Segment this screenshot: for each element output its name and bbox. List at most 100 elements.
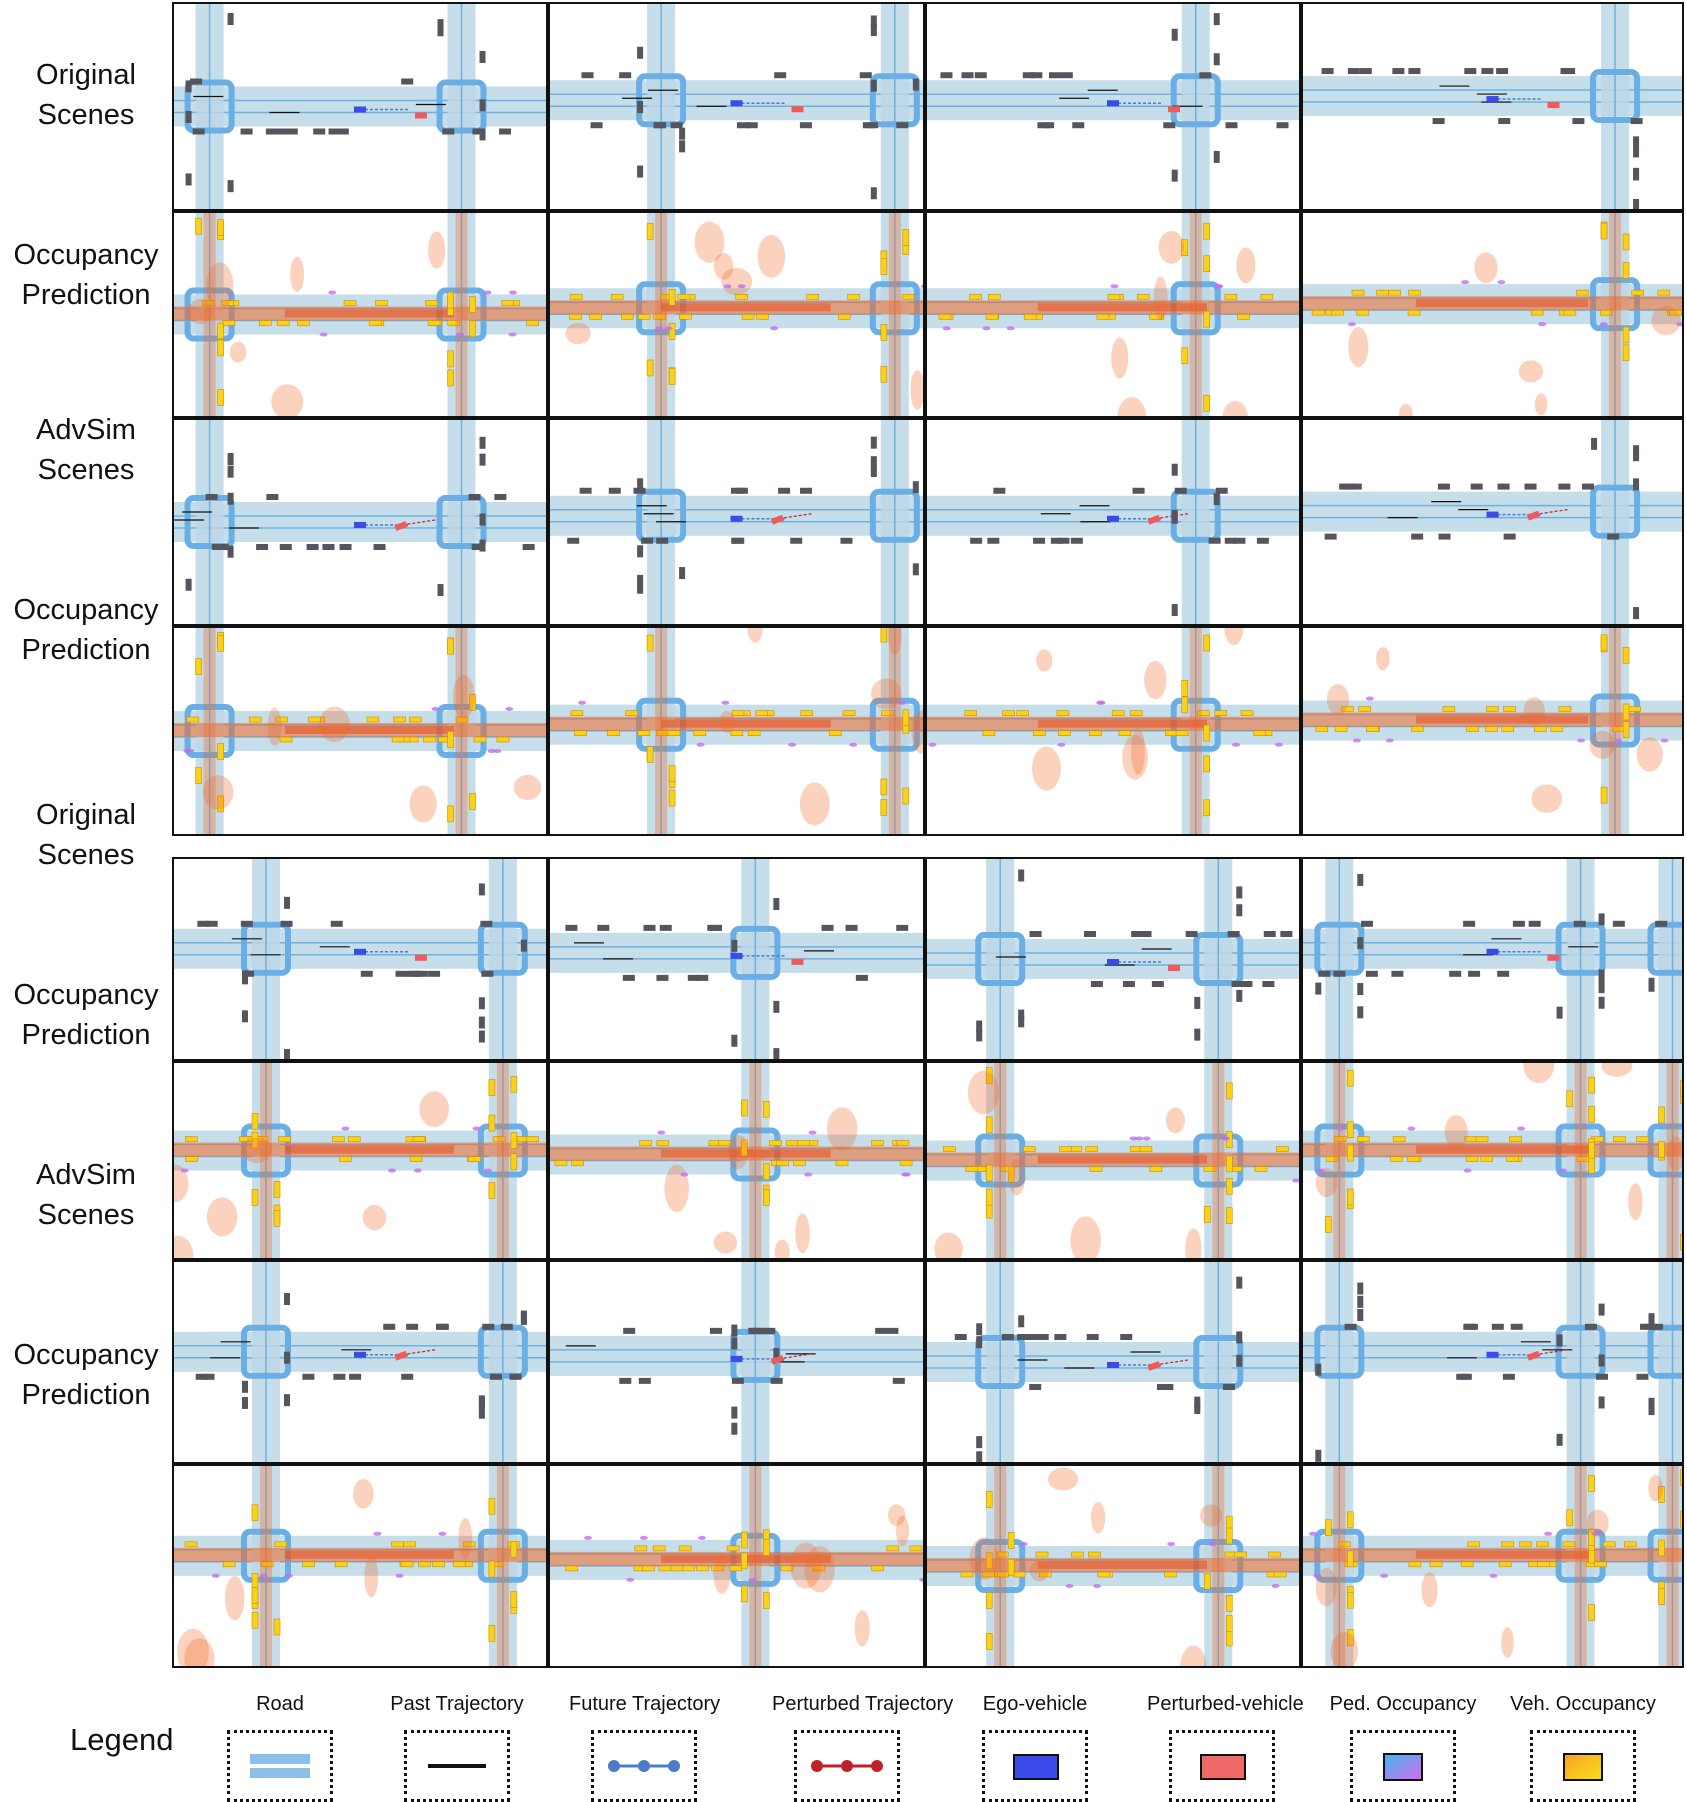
scene-panel [925,2,1301,211]
scene-panel [1301,857,1684,1061]
scene-panel [548,418,925,626]
scene-grid-bottom [172,855,1684,1670]
legend-item-perturbed-trajectory: Perturbed Trajectory [772,1692,954,1802]
scene-panel [172,857,548,1061]
row-label-line: Scenes [37,99,135,131]
row-label-line: Occupancy [13,979,159,1011]
row-label-line: Scenes [37,1199,135,1231]
row-label-line: Original [36,59,136,91]
occupancy-panel [548,1464,925,1668]
future-trajectory-icon [591,1730,697,1802]
scene-panel [1301,1260,1684,1464]
scene-panel [548,1260,925,1464]
past-trajectory-icon [404,1730,510,1802]
row-label-line: Prediction [21,634,151,666]
perturbed-vehicle [791,958,804,965]
scene-panel [548,2,925,211]
row-label-line: Prediction [21,279,151,311]
row-label: Occupancy Prediction [0,590,172,670]
occupancy-panel [172,1061,548,1260]
legend-label: Road [256,1693,304,1715]
occupancy-panel [172,1464,548,1668]
occupancy-panel [548,211,925,418]
ego-vehicle [1107,515,1119,522]
occupancy-panel [1301,1061,1684,1260]
row-label: Original Scenes [0,795,172,875]
occupancy-panel [1301,626,1684,836]
perturbed-vehicle [770,1355,785,1365]
row-label-line: AdvSim [36,414,136,446]
perturbed-vehicle [791,106,804,113]
row-label: Occupancy Prediction [0,235,172,315]
occupancy-panel [1301,1464,1684,1668]
ego-vehicle [1486,948,1499,955]
legend-label: Future Trajectory [569,1693,721,1715]
ego-vehicle [1486,1351,1499,1358]
occupancy-panel [548,1061,925,1260]
ego-vehicle [1107,100,1119,107]
legend-label: Ped. Occupancy [1329,1693,1477,1715]
ego-vehicle [354,522,366,528]
perturbed-vehicle [1547,954,1560,961]
ego-vehicle [730,952,743,959]
legend-item-future-trajectory: Future Trajectory [569,1692,721,1802]
perturbed-vehicle [1526,510,1541,521]
perturbed-vehicle [1168,106,1180,113]
scene-panel [925,857,1301,1061]
occupancy-panel [925,1061,1301,1260]
scene-panel [172,2,548,211]
row-label-line: Original [36,799,136,831]
perturbed-vehicle [1147,1361,1161,1371]
perturbed-vehicle [1147,514,1161,525]
occupancy-panel [172,211,548,418]
scene-panels-bottom [172,857,1684,1668]
scene-panel [172,418,548,626]
scene-panel [1301,418,1684,626]
road-icon [227,1730,333,1802]
perturbed-vehicle [394,1350,408,1361]
legend-label: Veh. Occupancy [1510,1693,1656,1715]
ego-vehicle-icon [982,1730,1088,1802]
perturbed-vehicle [394,521,408,531]
legend-title: Legend [70,1722,174,1757]
row-label-line: Prediction [21,1019,151,1051]
perturbed-vehicle [770,514,785,525]
perturbed-vehicle [1547,102,1560,109]
ego-vehicle [1107,959,1119,965]
ego-vehicle [1486,511,1499,518]
scene-panel [548,857,925,1061]
row-label-line: Occupancy [13,239,159,271]
scene-grid-top [172,0,1684,838]
row-label-line: Scenes [37,454,135,486]
scene-panel [925,1260,1301,1464]
scene-panel [925,418,1301,626]
perturbed-vehicle [1526,1350,1541,1361]
legend-item-road: Road [205,1692,355,1802]
ego-vehicle [354,106,366,113]
row-label: Original Scenes [0,55,172,135]
occupancy-panel [172,626,548,836]
row-label-line: Scenes [37,839,135,871]
row-label: AdvSim Scenes [0,1155,172,1235]
legend-label: Ego-vehicle [982,1693,1088,1715]
legend-label: Past Trajectory [390,1693,524,1715]
perturbed-vehicle-icon [1169,1730,1275,1802]
occupancy-panel [925,626,1301,836]
occupancy-panel [925,1464,1301,1668]
row-label-line: Prediction [21,1379,151,1411]
occupancy-panel [548,626,925,836]
ego-vehicle [730,100,743,107]
row-label: Occupancy Prediction [0,975,172,1055]
legend-item-ped-occupancy: Ped. Occupancy [1328,1692,1478,1802]
perturbed-vehicle [1168,965,1180,971]
perturbed-trajectory-icon [794,1730,900,1802]
row-label: AdvSim Scenes [0,410,172,490]
legend-label: Perturbed-vehicle [1147,1693,1304,1715]
row-label-line: Occupancy [13,594,159,626]
legend-item-perturbed-vehicle: Perturbed-vehicle [1147,1692,1304,1802]
ego-vehicle [354,948,366,955]
legend-label: Perturbed Trajectory [772,1693,954,1715]
perturbed-vehicle [415,112,427,119]
ego-vehicle [730,515,743,522]
perturbed-vehicle [415,954,427,961]
